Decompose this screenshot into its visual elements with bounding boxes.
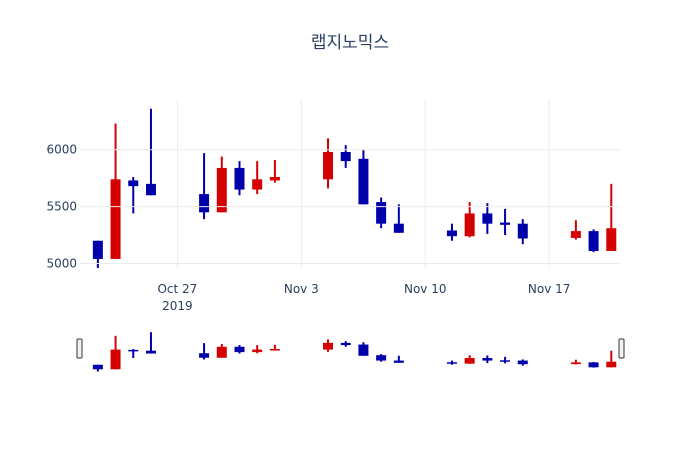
candle[interactable] [323,138,334,189]
candle[interactable] [500,208,511,236]
range-slider-candle[interactable] [110,335,121,370]
range-slider-candle[interactable] [464,355,475,364]
range-slider-left-handle[interactable] [76,338,83,359]
x-tick-label: Oct 27 [157,282,197,296]
x-axis: Oct 27 2019 Nov 3 Nov 10 Nov 17 [157,100,570,313]
range-slider-candle[interactable] [517,359,528,366]
y-tick-label: 5500 [46,200,77,214]
range-slider-candle[interactable] [252,345,263,354]
candle[interactable] [252,161,263,195]
candle[interactable] [269,159,280,183]
range-slider-candle[interactable] [376,354,387,362]
range-slider-candle[interactable] [393,355,404,363]
x-tick-label: Nov 3 [284,282,319,296]
x-tick-label: Nov 17 [528,282,571,296]
candle[interactable] [128,177,139,214]
y-tick-label: 5000 [46,257,77,271]
range-slider-candle[interactable] [588,361,599,368]
candle[interactable] [199,153,210,220]
candle[interactable] [376,197,387,229]
range-slider-candle[interactable] [216,343,227,358]
y-axis: 5000 5500 6000 [46,143,620,271]
chart-title: 랩지노믹스 [311,33,389,53]
range-slider-bg [80,330,620,372]
range-slider-candle[interactable] [340,341,351,347]
candle[interactable] [588,229,599,253]
plot-area[interactable] [92,108,617,269]
candle[interactable] [340,145,351,168]
candle[interactable] [145,108,156,196]
candle[interactable] [358,149,369,205]
x-tick-year-label: 2019 [162,299,193,313]
range-slider-candle[interactable] [358,342,369,356]
range-slider-candle[interactable] [323,339,334,352]
range-slider[interactable] [76,330,625,372]
candle[interactable] [570,220,581,240]
range-slider-candle[interactable] [570,359,581,365]
candle[interactable] [517,219,528,245]
candle[interactable] [234,161,245,196]
range-slider-candle[interactable] [145,332,156,354]
candle[interactable] [446,223,457,241]
candle[interactable] [482,203,493,234]
range-slider-candle[interactable] [269,344,280,351]
x-tick-label: Nov 10 [404,282,447,296]
candle[interactable] [110,123,121,259]
range-slider-candle[interactable] [199,343,210,360]
range-slider-candle[interactable] [606,350,617,368]
candle[interactable] [216,156,227,213]
range-slider-right-handle[interactable] [618,338,625,359]
range-slider-candle[interactable] [500,356,511,364]
y-tick-label: 6000 [46,143,77,157]
range-slider-candle[interactable] [482,355,493,364]
range-slider-candle[interactable] [92,364,103,372]
range-slider-candle[interactable] [234,345,245,354]
candle[interactable] [464,202,475,238]
candle[interactable] [393,204,404,233]
range-slider-candle[interactable] [446,360,457,365]
candle[interactable] [606,183,617,251]
range-slider-candle[interactable] [128,349,139,359]
